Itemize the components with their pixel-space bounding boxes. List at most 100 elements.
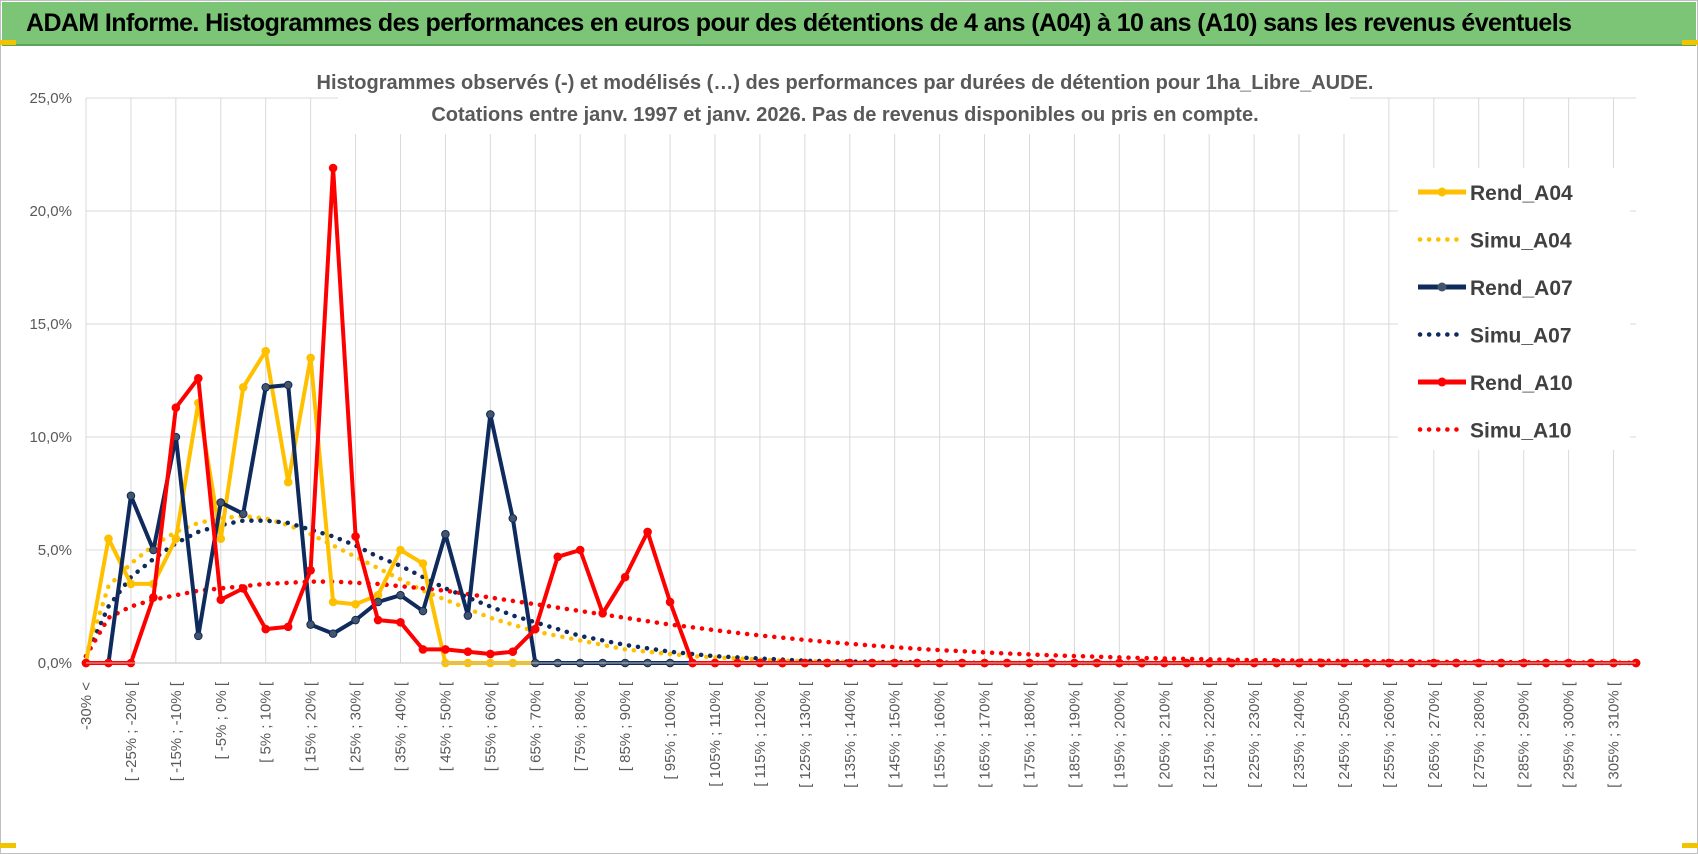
- data-point-Rend_A10: [530, 624, 540, 634]
- data-point-Rend_A10: [396, 618, 405, 627]
- x-tick-label: [ -15% ; -10% [: [168, 681, 185, 781]
- x-tick-label: [ 25% ; 30% [: [348, 681, 365, 771]
- data-point-Rend_A10: [351, 532, 360, 541]
- data-point-Rend_A10: [418, 645, 428, 654]
- legend: Rend_A04 Simu_A04 Rend_A07 Simu_A07 Rend_A10…: [1417, 182, 1573, 443]
- data-point-Rend_A07: [328, 629, 338, 638]
- data-point-Rend_A04: [216, 534, 226, 544]
- y-tick-label: 0,0%: [38, 655, 72, 672]
- data-point-Rend_A10: [194, 373, 203, 383]
- axis-layer: 0,0% 5,0% 10,0% 15,0% 20,0% 25,0% -30% < [ -25%…: [29, 90, 1636, 788]
- x-tick-label: -30% <: [78, 682, 95, 730]
- x-tick-label: [ 85% ; 90% [: [617, 681, 634, 771]
- data-point-Rend_A04: [328, 597, 338, 607]
- data-point-Rend_A07: [194, 631, 203, 641]
- x-tick-label: [ -25% ; -20% [: [123, 681, 140, 781]
- x-tick-label: [ 65% ; 70% [: [527, 681, 544, 771]
- data-point-Rend_A10: [441, 645, 450, 654]
- data-point-Rend_A04: [261, 346, 271, 356]
- data-point-Rend_A04: [418, 559, 428, 568]
- data-point-Rend_A10: [620, 572, 630, 582]
- y-tick-label: 25,0%: [29, 90, 72, 107]
- data-point-Rend_A10: [598, 608, 607, 618]
- x-tick-label: [ 15% ; 20% [: [303, 681, 320, 771]
- data-point-Rend_A10: [328, 163, 338, 173]
- y-tick-label: 15,0%: [29, 316, 72, 333]
- x-tick-label: [ -5% ; 0% [: [213, 681, 230, 759]
- x-tick-label: [ 75% ; 80% [: [572, 681, 589, 771]
- x-tick-label: [ 265% ; 270% [: [1426, 681, 1443, 788]
- data-point-Rend_A10: [149, 593, 158, 602]
- corner-mark-top-right: [1682, 40, 1698, 45]
- data-point-Rend_A10: [575, 545, 585, 555]
- data-point-Rend_A07: [351, 615, 360, 625]
- x-tick-label: [ 275% ; 280% [: [1471, 681, 1488, 788]
- data-point-Rend_A07: [216, 498, 226, 507]
- legend-label-Simu_A07: Simu_A07: [1470, 325, 1572, 348]
- x-tick-label: [ 105% ; 110% [: [707, 681, 724, 787]
- data-point-Rend_A04: [351, 599, 360, 609]
- data-point-Rend_A10: [665, 597, 675, 607]
- data-point-Rend_A04: [283, 477, 293, 487]
- legend-label-Rend_A07: Rend_A07: [1470, 277, 1573, 300]
- data-point-Rend_A10: [238, 584, 248, 593]
- data-point-Rend_A10: [216, 595, 226, 605]
- data-point-Rend_A07: [418, 606, 428, 616]
- data-point-Rend_A04: [171, 534, 181, 544]
- series-line-Simu_A07: [83, 518, 1639, 666]
- y-tick-label: 5,0%: [38, 542, 72, 559]
- x-tick-label: [ 225% ; 230% [: [1246, 681, 1263, 788]
- data-point-Rend_A07: [261, 382, 271, 392]
- data-point-Rend_A10: [306, 566, 315, 575]
- x-tick-label: [ 5% ; 10% [: [258, 681, 275, 763]
- legend-bg: [1398, 168, 1630, 450]
- data-point-Rend_A07: [441, 529, 450, 539]
- data-point-Rend_A07: [238, 509, 248, 519]
- chart-title-line1: Histogrammes observés (-) et modélisés (…: [317, 72, 1374, 94]
- x-tick-label: [ 45% ; 50% [: [437, 681, 454, 771]
- corner-mark-bottom-left: [0, 843, 16, 848]
- data-point-Rend_A04: [126, 579, 136, 589]
- data-point-Rend_A10: [553, 552, 563, 562]
- x-tick-label: [ 155% ; 160% [: [932, 681, 949, 788]
- x-tick-label: [ 255% ; 260% [: [1381, 681, 1398, 788]
- legend-label-Rend_A10: Rend_A10: [1470, 372, 1573, 395]
- data-point-Rend_A04: [396, 545, 405, 555]
- data-point-Rend_A07: [283, 380, 293, 390]
- data-point-Rend_A04: [238, 382, 248, 392]
- x-tick-label: [ 295% ; 300% [: [1561, 681, 1578, 788]
- data-point-Rend_A07: [396, 590, 405, 600]
- data-point-Rend_A07: [508, 514, 518, 523]
- x-tick-label: [ 235% ; 240% [: [1291, 681, 1308, 788]
- legend-label-Simu_A04: Simu_A04: [1470, 230, 1572, 253]
- data-point-Rend_A10: [283, 622, 293, 632]
- legend-label-Simu_A10: Simu_A10: [1470, 420, 1572, 443]
- data-point-Rend_A07: [149, 545, 158, 555]
- report-title: ADAM Informe. Histogrammes des performan…: [26, 9, 1572, 37]
- corner-mark-top-left: [0, 40, 16, 45]
- corner-mark-bottom-right: [1682, 843, 1698, 848]
- x-tick-label: [ 305% ; 310% [: [1606, 681, 1623, 788]
- series-line-Simu_A04: [83, 513, 1639, 666]
- x-tick-label: [ 135% ; 140% [: [842, 681, 859, 788]
- data-point-Rend_A10: [486, 649, 495, 659]
- data-point-Rend_A07: [463, 611, 473, 620]
- x-tick-label: [ 125% ; 130% [: [797, 681, 814, 788]
- data-point-Rend_A10: [508, 647, 518, 657]
- data-point-Rend_A10: [261, 624, 271, 634]
- x-tick-label: [ 215% ; 220% [: [1201, 681, 1218, 788]
- legend-marker-Rend_A07: [1437, 282, 1447, 292]
- data-point-Rend_A04: [104, 534, 113, 544]
- x-tick-label: [ 245% ; 250% [: [1336, 681, 1353, 788]
- data-point-Rend_A07: [126, 491, 136, 501]
- x-tick-label: [ 145% ; 150% [: [887, 681, 904, 788]
- legend-marker-Rend_A10: [1437, 377, 1447, 387]
- chart-title-line2: Cotations entre janv. 1997 et janv. 2026…: [431, 104, 1258, 126]
- x-tick-label: [ 115% ; 120% [: [752, 681, 769, 787]
- y-tick-label: 20,0%: [29, 203, 72, 220]
- data-point-Rend_A07: [306, 620, 315, 629]
- data-point-Rend_A10: [463, 647, 473, 657]
- x-tick-label: [ 35% ; 40% [: [392, 681, 409, 771]
- x-tick-label: [ 185% ; 190% [: [1066, 681, 1083, 788]
